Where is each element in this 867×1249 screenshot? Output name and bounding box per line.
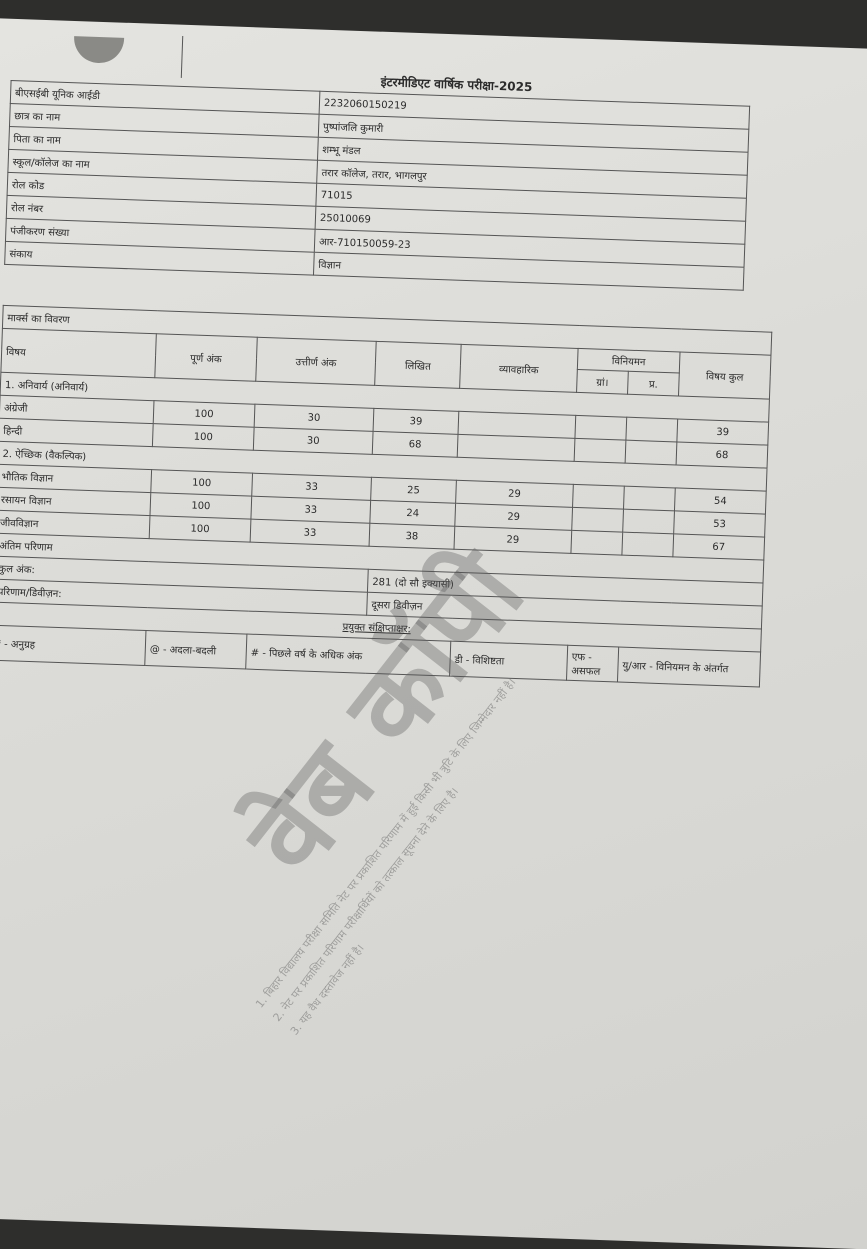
cell-theory: 68	[372, 431, 459, 458]
cell-theory: 24	[369, 500, 456, 527]
cell-reg_b	[623, 486, 676, 511]
header-reg-a: ग्रां।	[576, 369, 629, 395]
abbreviation: यु/आर - विनियमन के अंतर्गत	[617, 647, 761, 687]
cell-reg_a	[572, 484, 625, 510]
header-total: विषय कुल	[678, 352, 771, 400]
abbreviation: एफ - असफल	[566, 645, 619, 683]
abbreviation: @ - अदला-बदली	[144, 630, 247, 670]
cell-total: 53	[673, 510, 766, 538]
header-pass: उत्तीर्ण अंक	[255, 337, 377, 386]
cell-reg_b	[622, 509, 675, 534]
cell-reg_a	[574, 438, 626, 464]
cell-reg_a	[570, 530, 623, 556]
header-practical: व्यावहारिक	[459, 344, 579, 393]
cell-reg_b	[621, 532, 674, 557]
cell-reg_b	[625, 440, 677, 465]
cell-total: 67	[672, 533, 765, 561]
cell-reg_b	[625, 417, 678, 442]
cell-total: 39	[676, 418, 769, 446]
student-info-table: बीएसईबी यूनिक आईडी 2232060150219 छात्र का …	[4, 80, 750, 291]
cell-theory: 39	[373, 408, 459, 435]
cell-total: 54	[674, 487, 767, 515]
header-theory: लिखित	[374, 341, 462, 389]
abbreviation: * - अनुग्रह	[0, 625, 146, 666]
cell-total: 68	[676, 441, 768, 469]
header-full: पूर्ण अंक	[154, 333, 258, 382]
header-reg-b: प्र.	[627, 371, 680, 396]
header-subject: विषय	[0, 328, 157, 378]
cell-reg_a	[571, 507, 624, 533]
cell-reg_a	[574, 415, 627, 441]
cell-theory: 25	[370, 477, 457, 504]
